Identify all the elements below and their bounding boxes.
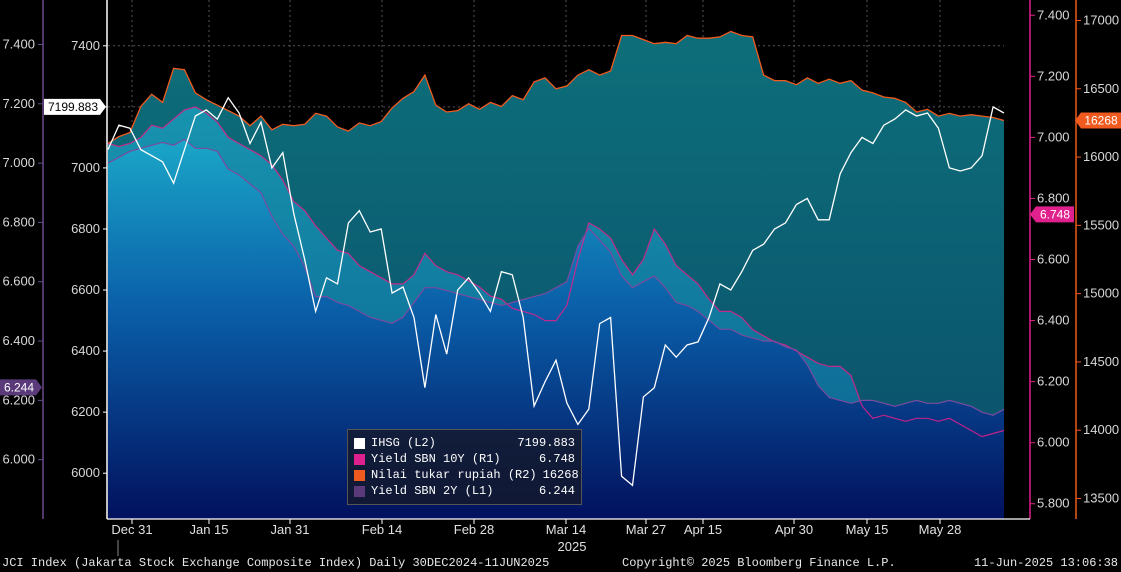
- x-tick-label: Feb 28: [454, 522, 494, 537]
- line-ihsg: [107, 96, 1005, 487]
- tick-label-r1: 7.000: [1037, 129, 1070, 144]
- area-yield-2y: [108, 139, 1004, 519]
- footer-timestamp: 11-Jun-2025 13:06:38: [973, 556, 1118, 570]
- legend-value: 7199.883: [517, 436, 575, 450]
- tick-label-l1: 7.000: [2, 155, 35, 170]
- legend-name: IHSG (L2): [371, 436, 436, 450]
- tick-label-l2: 6800: [71, 221, 100, 236]
- legend-name: Yield SBN 10Y (R1): [371, 452, 501, 466]
- tick-label-r1: 6.600: [1037, 252, 1070, 267]
- tick-label-r1: 6.400: [1037, 313, 1070, 328]
- marker-label: 7199.883: [48, 100, 98, 114]
- tick-label-l1: 6.800: [2, 214, 35, 229]
- last-value-markers: 6.244 7199.883 6.748 16268: [0, 98, 1121, 396]
- tick-label-r2: 14500: [1083, 354, 1119, 369]
- legend-swatch: [354, 437, 365, 449]
- legend-value: 6.748: [538, 452, 575, 466]
- legend-item-rupiah: Nilai tukar rupiah (R2) 16268: [354, 467, 579, 483]
- line-yield-10y: [107, 106, 1005, 438]
- tick-label-l2: 7400: [71, 38, 100, 53]
- legend-name: Nilai tukar rupiah (R2): [371, 468, 537, 482]
- tick-label-l2: 6200: [71, 404, 100, 419]
- marker-label: 6.244: [4, 380, 34, 394]
- legend-item-ihsg: IHSG (L2) 7199.883: [354, 435, 575, 451]
- legend-item-yield-2y: Yield SBN 2Y (L1) 6.244: [354, 483, 575, 499]
- legend-swatch: [354, 469, 365, 481]
- tick-label-r2: 15500: [1083, 217, 1119, 232]
- x-tick-label: Apr 30: [775, 522, 813, 537]
- tick-label-r1: 5.800: [1037, 496, 1070, 511]
- tick-label-l2: 6400: [71, 343, 100, 358]
- tick-label-l1: 6.000: [2, 452, 35, 467]
- tick-label-r1: 6.800: [1037, 190, 1070, 205]
- x-tick-label: May 15: [846, 522, 889, 537]
- tick-label-l2: 6000: [71, 465, 100, 480]
- x-tick-label: Jan 15: [189, 522, 228, 537]
- x-tick-label: May 28: [919, 522, 962, 537]
- x-year-label: 2025: [558, 539, 587, 554]
- tick-labels: 7.400 7.200 7.000 6.800 6.600 6.400 6.200 6.000…: [2, 7, 1119, 556]
- line-yield-2y: [107, 138, 1005, 416]
- legend-name: Yield SBN 2Y (L1): [371, 484, 494, 498]
- x-tick-label: Mar 27: [626, 522, 666, 537]
- tick-label-l1: 6.600: [2, 274, 35, 289]
- marker-l1: 6.244: [0, 379, 42, 396]
- tick-label-l1: 7.200: [2, 96, 35, 111]
- legend-swatch: [354, 453, 365, 465]
- tick-label-r2: 16500: [1083, 81, 1119, 96]
- series-areas: [108, 31, 1004, 520]
- tick-label-r2: 16000: [1083, 149, 1119, 164]
- tick-label-r2: 17000: [1083, 12, 1119, 27]
- tick-label-r1: 6.200: [1037, 374, 1070, 389]
- marker-l2: 7199.883: [44, 98, 106, 115]
- tick-label-l2: 7000: [71, 160, 100, 175]
- series-lines: [107, 30, 1005, 487]
- tick-label-r1: 7.200: [1037, 68, 1070, 83]
- marker-r2: 16268: [1075, 112, 1121, 129]
- legend-swatch: [354, 485, 365, 497]
- legend-box: IHSG (L2) 7199.883 Yield SBN 10Y (R1) 6.…: [347, 429, 582, 505]
- marker-label: 16268: [1084, 113, 1118, 127]
- tick-label-r1: 6.000: [1037, 435, 1070, 450]
- tick-label-l2: 6600: [71, 282, 100, 297]
- x-tick-label: Dec 31: [111, 522, 152, 537]
- tick-label-l1: 6.200: [2, 392, 35, 407]
- tick-label-r2: 14000: [1083, 422, 1119, 437]
- footer-ticker: JCI Index (Jakarta Stock Exchange Compos…: [2, 556, 550, 570]
- tick-label-r1: 7.400: [1037, 7, 1070, 22]
- legend-item-yield-10y: Yield SBN 10Y (R1) 6.748: [354, 451, 575, 467]
- x-tick-label: Apr 15: [684, 522, 722, 537]
- x-tick-label: Mar 14: [546, 522, 586, 537]
- marker-label: 6.748: [1040, 207, 1070, 221]
- tick-label-r2: 13500: [1083, 491, 1119, 506]
- footer-copyright: Copyright© 2025 Bloomberg Finance L.P.: [622, 556, 896, 570]
- tick-label-l1: 7.400: [2, 36, 35, 51]
- axes: [42, 0, 1077, 520]
- x-tick-label: Feb 14: [362, 522, 402, 537]
- x-tick-label: Jan 31: [270, 522, 309, 537]
- legend-value: 6.244: [538, 484, 575, 498]
- tick-label-r2: 15000: [1083, 286, 1119, 301]
- line-rupiah: [107, 30, 1005, 144]
- tick-label-l1: 6.400: [2, 333, 35, 348]
- legend-value: 16268: [542, 468, 579, 482]
- marker-r1: 6.748: [1030, 206, 1074, 223]
